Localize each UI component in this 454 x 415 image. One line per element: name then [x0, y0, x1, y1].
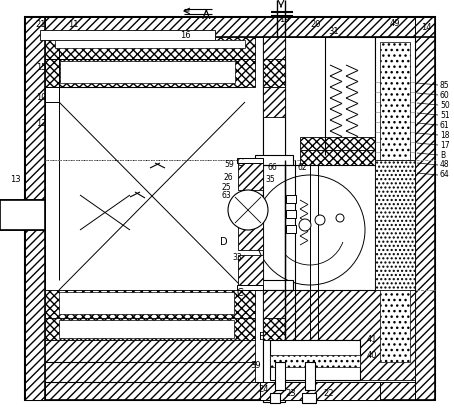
Bar	[285, 290, 415, 380]
Bar	[286, 195, 296, 203]
Bar	[45, 318, 255, 340]
Bar	[25, 17, 435, 37]
Bar	[270, 393, 280, 403]
Text: 13: 13	[10, 176, 20, 185]
Bar	[415, 17, 435, 400]
Bar	[375, 160, 415, 290]
Text: C: C	[237, 288, 243, 298]
Text: 61: 61	[440, 120, 449, 129]
Text: 17: 17	[440, 141, 449, 149]
Text: 14: 14	[421, 24, 431, 32]
Bar	[45, 340, 255, 362]
Bar	[40, 30, 215, 40]
Bar	[375, 37, 415, 367]
Bar	[263, 37, 285, 402]
Bar	[275, 362, 285, 390]
Circle shape	[315, 215, 325, 225]
Text: 31: 31	[328, 27, 339, 37]
Bar	[45, 59, 255, 87]
Bar	[59, 292, 234, 314]
Bar	[300, 150, 380, 165]
Text: 22: 22	[323, 388, 334, 398]
Bar	[263, 37, 285, 59]
Bar	[45, 37, 255, 59]
Bar	[60, 61, 235, 83]
Circle shape	[299, 219, 311, 231]
Bar	[302, 393, 316, 403]
Bar	[238, 160, 263, 190]
Bar	[0, 200, 45, 230]
Text: A: A	[202, 10, 210, 22]
Bar	[305, 362, 315, 390]
Text: 63: 63	[222, 191, 232, 200]
Text: B: B	[440, 151, 445, 159]
Bar	[263, 87, 285, 117]
Text: D: D	[220, 237, 227, 247]
Bar	[45, 362, 255, 382]
Text: 48: 48	[440, 161, 449, 169]
Text: 15: 15	[36, 63, 46, 71]
Text: 33: 33	[232, 254, 242, 263]
Text: 24: 24	[258, 386, 268, 395]
Text: 59: 59	[224, 161, 234, 169]
Bar	[55, 40, 245, 48]
Bar	[238, 195, 263, 215]
Text: 18: 18	[440, 130, 449, 139]
Text: 51: 51	[440, 110, 449, 120]
Text: 62: 62	[298, 164, 308, 173]
Text: 40: 40	[367, 352, 377, 361]
Bar	[45, 290, 255, 318]
Text: 41: 41	[367, 335, 377, 344]
Text: 60: 60	[440, 90, 450, 100]
Text: 25: 25	[222, 183, 232, 193]
Bar	[286, 210, 296, 218]
Text: 35: 35	[265, 176, 275, 185]
Bar	[300, 137, 380, 150]
Text: 20: 20	[310, 20, 321, 29]
Bar	[270, 340, 360, 380]
Bar	[59, 320, 234, 338]
Bar	[237, 285, 263, 290]
Text: 49: 49	[390, 20, 400, 29]
Text: C: C	[237, 158, 243, 168]
Bar	[260, 382, 380, 400]
Bar	[263, 290, 285, 318]
Text: 23: 23	[285, 388, 296, 398]
Text: E: E	[259, 332, 265, 342]
Text: 16: 16	[180, 30, 191, 39]
Text: 12: 12	[36, 119, 46, 127]
Text: 19: 19	[279, 15, 290, 24]
Bar	[380, 42, 410, 362]
Bar	[270, 355, 360, 367]
Bar	[263, 318, 285, 340]
Bar	[255, 280, 293, 290]
Bar	[25, 17, 45, 400]
Bar	[25, 382, 435, 400]
Text: 50: 50	[440, 100, 450, 110]
Text: 39: 39	[250, 361, 261, 371]
Text: 21: 21	[35, 20, 45, 29]
Text: 11: 11	[68, 20, 79, 29]
Text: 85: 85	[440, 81, 449, 90]
Bar	[255, 155, 293, 165]
Text: 10: 10	[36, 93, 46, 102]
Bar	[45, 87, 59, 102]
Circle shape	[228, 190, 268, 230]
Text: 66: 66	[267, 164, 277, 173]
Bar	[237, 158, 263, 163]
Bar	[238, 220, 263, 250]
Bar	[238, 255, 263, 285]
Circle shape	[336, 214, 344, 222]
Text: 26: 26	[224, 173, 234, 183]
Bar	[263, 59, 285, 87]
Text: 64: 64	[440, 171, 450, 180]
Bar	[286, 225, 296, 233]
